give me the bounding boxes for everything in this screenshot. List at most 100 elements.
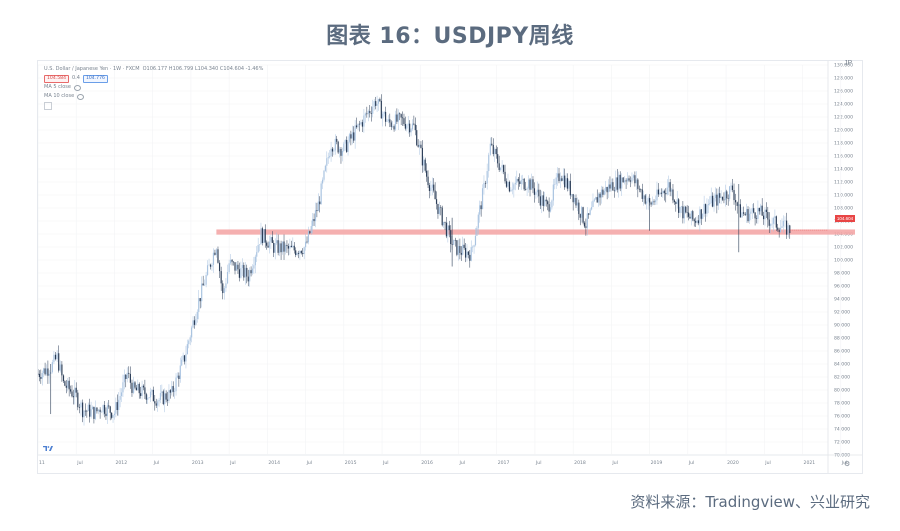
candle-body xyxy=(43,368,45,373)
candle-body xyxy=(206,265,209,275)
study-ma5-label[interactable]: MA 5 close xyxy=(44,84,71,90)
candle-body xyxy=(727,198,729,199)
candle-body xyxy=(690,211,692,219)
price-chart[interactable]: 130.000 128.000 126.000 124.000 122.000 120.0… xyxy=(38,61,862,473)
candle-body xyxy=(327,157,329,159)
candle-body xyxy=(195,319,197,325)
candle-body xyxy=(191,327,193,338)
settings-gear-icon[interactable]: ⚙ xyxy=(844,461,851,468)
chart-panel[interactable]: 130.000 128.000 126.000 124.000 122.000 120.0… xyxy=(37,60,863,474)
candle-body xyxy=(260,228,262,245)
candle-body xyxy=(270,237,272,242)
candle-body xyxy=(510,189,512,192)
candle-body xyxy=(222,283,224,294)
x-tick-label: 2012 xyxy=(115,460,127,466)
candle-body xyxy=(545,199,547,202)
candle-body xyxy=(513,184,515,190)
candle-body xyxy=(90,409,92,417)
y-tick-label: 130.000 xyxy=(834,63,853,69)
buy-chip[interactable]: 104.776 xyxy=(82,74,108,83)
candle-body xyxy=(448,225,450,231)
candle-body xyxy=(736,202,738,206)
collapse-legend-icon[interactable] xyxy=(44,101,52,110)
candle-body xyxy=(131,382,133,393)
candle-body xyxy=(266,242,268,246)
candle-body xyxy=(548,204,550,212)
candle-body xyxy=(59,364,61,371)
eye-icon[interactable] xyxy=(77,93,85,100)
candle-body xyxy=(535,192,537,195)
candle-body xyxy=(223,288,225,294)
candle-body xyxy=(273,242,275,253)
candle-body xyxy=(312,219,314,227)
candle-body xyxy=(379,99,381,101)
candle-body xyxy=(673,200,675,203)
candle-body xyxy=(724,191,726,201)
candle-body xyxy=(89,404,91,417)
candle-body xyxy=(768,219,770,226)
candle-body xyxy=(576,202,579,206)
candle-body xyxy=(526,188,528,190)
candle-body xyxy=(280,243,282,253)
y-tick-label: 92.000 xyxy=(834,310,850,316)
eye-icon[interactable] xyxy=(73,84,81,91)
candle-body xyxy=(555,177,557,185)
candle-body xyxy=(536,189,538,193)
candle-body xyxy=(172,386,174,392)
candle-body xyxy=(643,195,645,199)
candle-body xyxy=(186,344,188,355)
candle-body xyxy=(77,392,79,408)
candle-body xyxy=(533,188,536,195)
candle-body xyxy=(411,123,414,130)
x-tick-label: 2021 xyxy=(804,460,816,466)
study-ma10-label[interactable]: MA 10 close xyxy=(44,93,75,99)
candle-body xyxy=(651,201,654,205)
candle-body xyxy=(179,365,181,379)
support-band xyxy=(216,229,856,235)
candle-body xyxy=(376,103,378,106)
candle-body xyxy=(549,207,552,212)
candle-body xyxy=(441,207,443,226)
candle-body xyxy=(383,111,385,114)
candle-body xyxy=(407,123,409,126)
candle-body xyxy=(157,401,159,406)
candle-body xyxy=(204,284,206,286)
candle-body xyxy=(778,229,780,233)
source-note: 资料来源：Tradingview、兴业研究 xyxy=(630,493,870,511)
candle-body xyxy=(787,225,789,235)
candle-body xyxy=(544,199,546,206)
ohlc-readout: O106.177 H106.799 L104.340 C104.604 -1.4… xyxy=(142,66,264,72)
x-tick-label: 2015 xyxy=(345,460,357,466)
candle-body xyxy=(351,132,353,139)
candle-body xyxy=(237,264,239,270)
candle-body xyxy=(492,144,494,155)
candle-body xyxy=(336,138,338,142)
candle-body xyxy=(457,246,460,255)
candle-body xyxy=(474,235,477,246)
symbol-legend[interactable]: U.S. Dollar / Japanese Yen · 1W · FXCM xyxy=(44,66,140,72)
top-right-symbol[interactable]: JP xyxy=(844,60,853,67)
candle-body xyxy=(209,264,212,267)
candle-body xyxy=(755,218,758,219)
sell-chip[interactable]: 104.584 xyxy=(44,74,69,83)
candle-body xyxy=(169,390,171,393)
candle-body xyxy=(657,189,660,195)
x-tick-label: 2017 xyxy=(498,460,510,466)
candle-body xyxy=(779,227,782,233)
candle-body xyxy=(702,214,704,219)
candle-body xyxy=(435,199,438,204)
candle-body xyxy=(619,174,621,189)
candle-body xyxy=(628,178,630,181)
y-tick-label: 112.000 xyxy=(834,180,853,186)
candle-body xyxy=(717,193,719,206)
candle-body xyxy=(590,207,593,210)
candle-body xyxy=(775,216,777,228)
candle-body xyxy=(459,246,461,253)
candle-body xyxy=(423,159,425,166)
candle-body xyxy=(193,320,196,325)
candle-body xyxy=(520,180,522,184)
candle-body xyxy=(56,353,58,360)
candle-body xyxy=(697,220,700,224)
y-tick-label: 122.000 xyxy=(834,115,853,121)
candle-body xyxy=(484,182,487,184)
